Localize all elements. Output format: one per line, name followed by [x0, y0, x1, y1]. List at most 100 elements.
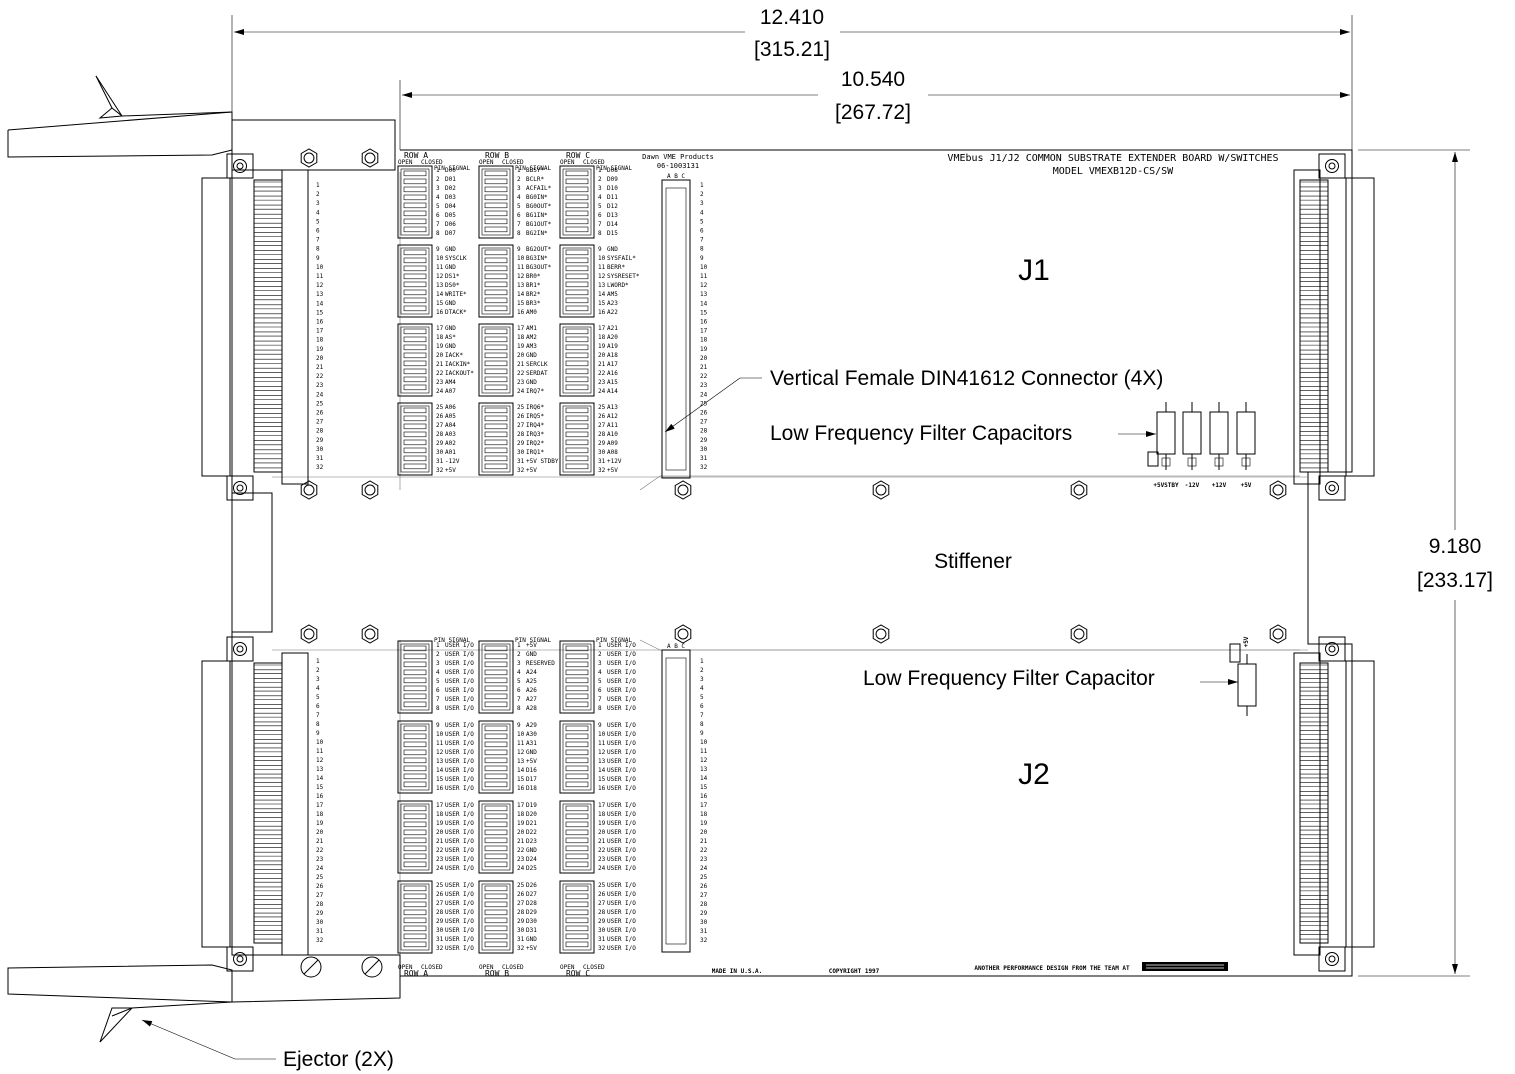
switch-block-inner [562, 168, 592, 236]
pin-signal-header: PIN SIGNAL [515, 165, 552, 172]
switch-pin-number: 10 [598, 255, 606, 262]
switch-pin-number: 27 [517, 422, 525, 429]
pin-number: 28 [700, 428, 708, 435]
switch-signal-label: D07 [445, 230, 456, 237]
dip-switch [403, 384, 427, 391]
pin-number: 28 [700, 901, 708, 908]
switch-signal-label: USER I/O [445, 651, 474, 658]
switch-signal-label: A21 [607, 325, 618, 332]
connector-ear-hole-bottom [233, 952, 247, 966]
dip-switch [403, 805, 427, 812]
switch-signal-label: D11 [607, 194, 618, 201]
pin-number: 22 [316, 847, 324, 854]
dip-switch [403, 218, 427, 225]
switch-pin-number: 4 [517, 194, 521, 201]
switch-pin-number: 6 [598, 212, 602, 219]
switch-signal-label: AM1 [526, 325, 537, 332]
pin-number: 20 [316, 355, 324, 362]
dip-switch [484, 328, 508, 335]
switch-pin-number: 31 [598, 936, 606, 943]
switch-signal-label: USER I/O [607, 722, 636, 729]
switch-signal-label: USER I/O [607, 909, 636, 916]
switch-signal-label: IRQ1* [526, 449, 544, 456]
connector-ear-hole-inner-bottom [1328, 955, 1336, 963]
switch-signal-label: BR1* [526, 282, 541, 289]
pin-number: 10 [316, 739, 324, 746]
dip-switch [484, 925, 508, 932]
switch-pin-number: 23 [517, 856, 525, 863]
standoff-hex [361, 624, 379, 644]
height-value: 9.180 [1429, 535, 1482, 558]
switch-pin-number: 31 [517, 936, 525, 943]
pin-number: 15 [316, 784, 324, 791]
switch-signal-label: D19 [526, 802, 537, 809]
standoff-hex-hole [875, 484, 887, 496]
dip-switch [565, 885, 589, 892]
switch-signal-label: USER I/O [607, 705, 636, 712]
dip-switch [403, 415, 427, 422]
connector-ear-bottom [226, 946, 254, 972]
switch-signal-label: USER I/O [445, 642, 474, 649]
pin-number: 13 [316, 766, 324, 773]
dip-switch [484, 885, 508, 892]
switch-signal-label: USER I/O [607, 927, 636, 934]
switch-signal-label: USER I/O [607, 642, 636, 649]
capacitor-voltage-label: +5VSTBY [1153, 482, 1179, 489]
connector-group: 1234567891011121314151617181920212223242… [201, 153, 1375, 972]
switch-signal-label: BBSY* [526, 167, 544, 174]
j1-left-pin-numbers: 1234567891011121314151617181920212223242… [316, 182, 324, 471]
switch-pin-number: 1 [436, 642, 440, 649]
pin-number: 10 [700, 264, 708, 271]
dip-switch [484, 170, 508, 177]
dip-switch [484, 281, 508, 288]
pin-number: 4 [316, 209, 320, 216]
switch-signal-label: BG1OUT* [526, 221, 552, 228]
pin-number: 19 [316, 346, 324, 353]
switch-block-inner [481, 803, 511, 871]
switch-pin-number: 18 [598, 334, 606, 341]
switch-pin-number: 19 [598, 820, 606, 827]
dip-switch [484, 813, 508, 820]
switch-signal-label: A23 [607, 300, 618, 307]
vertical-connector-body [661, 179, 691, 479]
switch-signal-label: D01 [445, 176, 456, 183]
dip-switch [484, 653, 508, 660]
dip-switch [484, 821, 508, 828]
dip-switch [403, 645, 427, 652]
cap-callout: Low Frequency Filter Capacitor [863, 667, 1238, 690]
switch-pin-number: 27 [598, 422, 606, 429]
switch-pin-number: 10 [517, 255, 525, 262]
dip-switch [484, 757, 508, 764]
switch-signal-label: SERCLK [526, 361, 548, 368]
connector-ear-hole-inner-top [1328, 162, 1336, 170]
switch-block [397, 640, 433, 714]
switch-pin-number: 32 [436, 467, 444, 474]
pin-number: 7 [700, 712, 704, 719]
switch-pin-number: 3 [517, 660, 521, 667]
switch-block [559, 800, 595, 874]
closed-label: CLOSED [421, 159, 443, 166]
switch-pin-number: 13 [517, 282, 525, 289]
switch-block [397, 402, 433, 476]
pin-number: 21 [700, 838, 708, 845]
switch-block [559, 720, 595, 794]
switch-pin-number: 24 [436, 388, 444, 395]
pin-number: 22 [700, 847, 708, 854]
switch-row-header: ROW B [485, 151, 509, 160]
dip-switch [403, 829, 427, 836]
switch-signal-label: USER I/O [445, 669, 474, 676]
switch-pin-number: 31 [436, 458, 444, 465]
dip-switch [565, 423, 589, 430]
dip-switch [565, 757, 589, 764]
slotted-screw [300, 956, 322, 978]
pin-number: 30 [700, 446, 708, 453]
switch-signal-label: USER I/O [445, 838, 474, 845]
slotted-screw [361, 956, 383, 978]
connector-ear-hole-top [233, 159, 247, 173]
dip-switch [403, 733, 427, 740]
dip-switch [565, 336, 589, 343]
switch-signal-label: D14 [607, 221, 618, 228]
pin-number: 19 [700, 820, 708, 827]
switch-signal-label: GND [445, 264, 456, 271]
capacitor-body [1182, 411, 1202, 455]
